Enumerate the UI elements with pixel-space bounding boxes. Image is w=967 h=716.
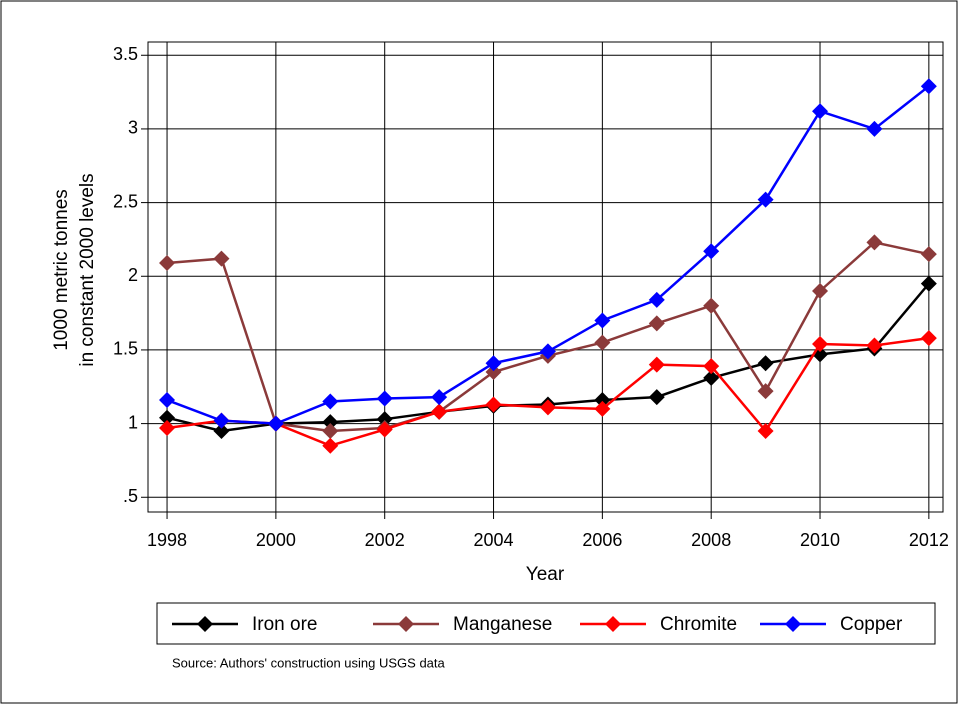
- data-point: [159, 255, 176, 272]
- data-point: [594, 334, 611, 351]
- plot-frame: [147, 41, 944, 513]
- y-tick-label: 1: [128, 412, 138, 432]
- x-tick-label: 2012: [909, 530, 949, 550]
- data-point: [757, 191, 774, 208]
- data-point: [757, 383, 774, 400]
- data-point: [376, 411, 393, 428]
- x-tick-label: 1998: [147, 530, 187, 550]
- y-axis-title: 1000 metric tonnes: [51, 189, 72, 351]
- legend-label: Manganese: [453, 614, 552, 635]
- y-tick-label: 1.5: [113, 339, 138, 359]
- x-tick-label: 2006: [582, 530, 622, 550]
- data-point: [757, 355, 774, 372]
- legend-label: Copper: [840, 614, 903, 635]
- data-point: [866, 337, 883, 354]
- data-point: [920, 275, 937, 292]
- data-point: [322, 414, 339, 431]
- x-tick-label: 2002: [365, 530, 405, 550]
- data-point: [322, 422, 339, 439]
- data-point: [485, 364, 502, 381]
- data-point: [539, 399, 556, 416]
- data-point: [485, 396, 502, 413]
- legend-label: Iron ore: [252, 614, 317, 635]
- data-point: [866, 234, 883, 251]
- data-point: [703, 297, 720, 314]
- legend-label: Chromite: [660, 614, 737, 635]
- x-tick-label: 2010: [800, 530, 840, 550]
- data-point: [539, 343, 556, 360]
- data-point: [159, 392, 176, 409]
- data-point: [213, 412, 230, 429]
- legend-marker: [785, 616, 801, 632]
- data-point: [267, 415, 284, 432]
- legend-marker: [197, 616, 213, 632]
- data-point: [812, 282, 829, 299]
- y-tick-label: 2.5: [113, 191, 138, 211]
- y-tick-label: 3.5: [113, 44, 138, 64]
- legend-marker: [605, 616, 621, 632]
- data-point: [703, 369, 720, 386]
- y-tick-label: 3: [128, 118, 138, 138]
- data-point: [213, 422, 230, 439]
- data-point: [866, 120, 883, 137]
- data-point: [648, 315, 665, 332]
- data-point: [648, 291, 665, 308]
- y-tick-label: .5: [123, 486, 138, 506]
- data-point: [703, 358, 720, 375]
- data-point: [322, 437, 339, 454]
- data-point: [376, 390, 393, 407]
- x-axis-title: Year: [526, 564, 565, 585]
- data-point: [920, 78, 937, 95]
- data-point: [159, 409, 176, 426]
- data-point: [431, 389, 448, 406]
- y-tick-label: 2: [128, 265, 138, 285]
- legend-marker: [398, 616, 414, 632]
- x-tick-label: 2004: [474, 530, 514, 550]
- data-point: [213, 250, 230, 267]
- data-point: [648, 389, 665, 406]
- data-point: [594, 400, 611, 417]
- data-point: [648, 356, 665, 373]
- data-point: [920, 246, 937, 263]
- data-point: [159, 420, 176, 437]
- data-point: [812, 103, 829, 120]
- x-tick-label: 2000: [256, 530, 296, 550]
- data-point: [322, 393, 339, 410]
- data-point: [376, 421, 393, 438]
- data-point: [485, 355, 502, 372]
- data-point: [703, 243, 720, 260]
- data-point: [757, 422, 774, 439]
- x-tick-label: 2008: [691, 530, 731, 550]
- y-axis-title: in constant 2000 levels: [77, 173, 98, 366]
- data-point: [431, 403, 448, 420]
- data-point: [812, 336, 829, 353]
- data-point: [920, 330, 937, 347]
- data-point: [594, 312, 611, 329]
- source-note: Source: Authors' construction using USGS…: [172, 655, 446, 670]
